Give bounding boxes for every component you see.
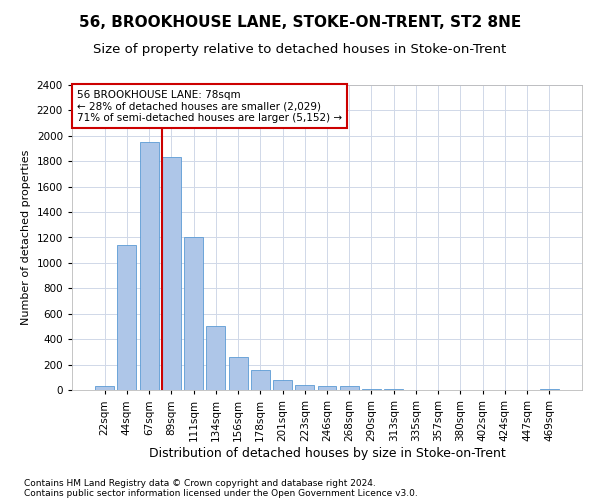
Bar (540, 388, 559, 390)
Text: 56, BROOKHOUSE LANE, STOKE-ON-TRENT, ST2 8NE: 56, BROOKHOUSE LANE, STOKE-ON-TRENT, ST2… (79, 15, 521, 30)
Bar (251, 370, 270, 390)
Bar (362, 388, 381, 390)
Bar (184, 238, 203, 390)
Text: Size of property relative to detached houses in Stoke-on-Trent: Size of property relative to detached ho… (94, 42, 506, 56)
Bar (384, 388, 403, 390)
Bar (162, 158, 181, 390)
Bar (118, 245, 136, 390)
Bar (206, 326, 225, 390)
Bar (273, 380, 292, 390)
Bar (229, 357, 248, 390)
Bar (317, 386, 337, 390)
Y-axis label: Number of detached properties: Number of detached properties (21, 150, 31, 325)
Text: Contains HM Land Registry data © Crown copyright and database right 2024.: Contains HM Land Registry data © Crown c… (24, 478, 376, 488)
Bar (295, 385, 314, 390)
Bar (140, 142, 158, 390)
Text: Contains public sector information licensed under the Open Government Licence v3: Contains public sector information licen… (24, 488, 418, 498)
Bar (95, 386, 114, 390)
X-axis label: Distribution of detached houses by size in Stoke-on-Trent: Distribution of detached houses by size … (149, 446, 505, 460)
Bar (340, 386, 359, 390)
Text: 56 BROOKHOUSE LANE: 78sqm
← 28% of detached houses are smaller (2,029)
71% of se: 56 BROOKHOUSE LANE: 78sqm ← 28% of detac… (77, 90, 342, 123)
